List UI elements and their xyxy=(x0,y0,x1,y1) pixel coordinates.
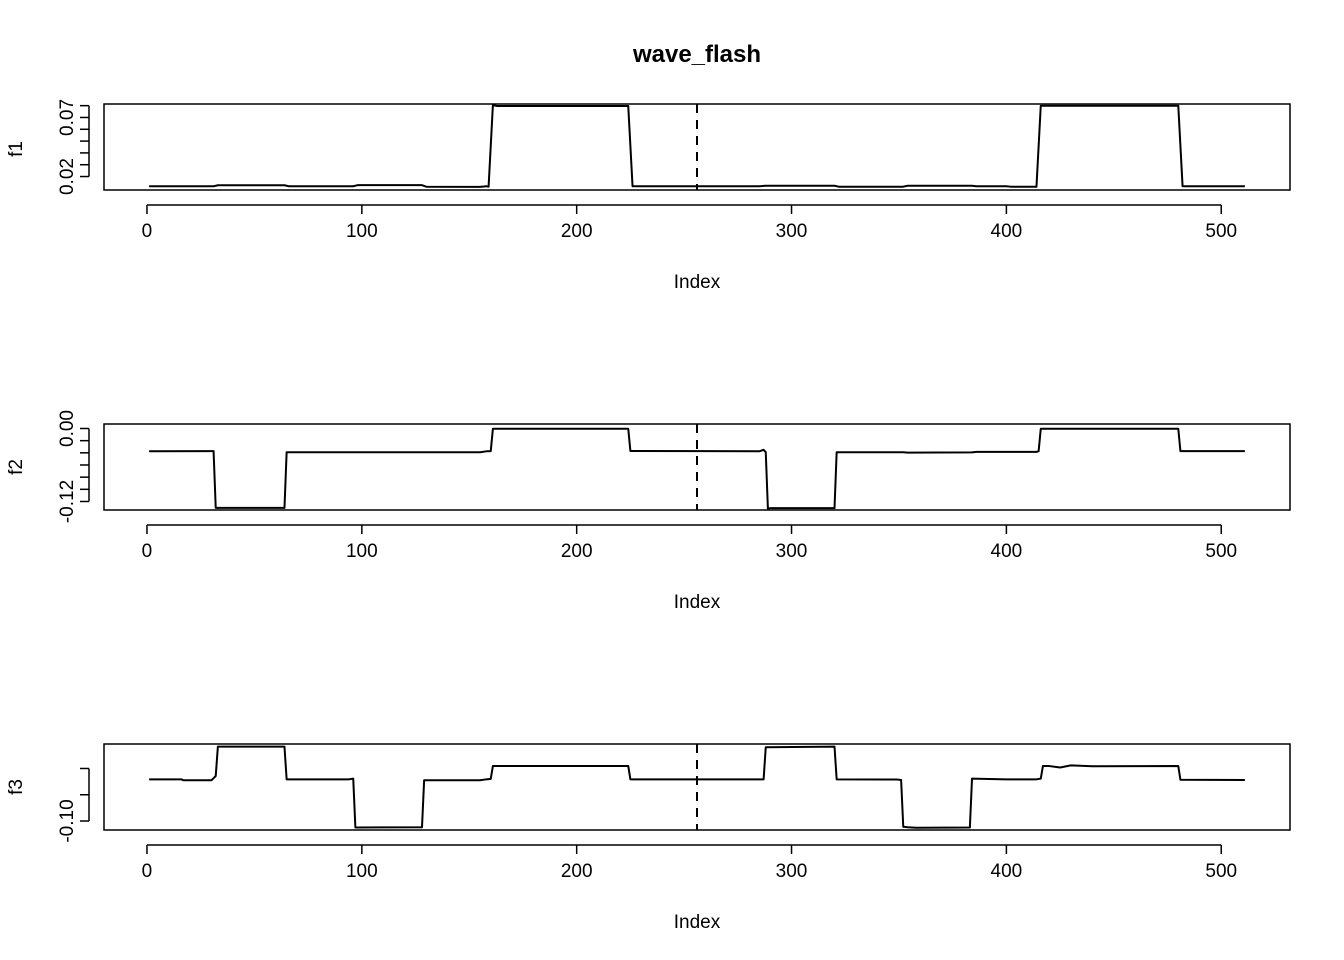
panel-f1: f1 Index 0 100 200 300 400 500 0.02 0.07 xyxy=(6,99,1291,293)
x-tick-label: 100 xyxy=(346,221,378,242)
x-axis-label: Index xyxy=(674,272,721,293)
y-tick-label: 0.00 xyxy=(57,410,78,447)
x-tick-label: 400 xyxy=(991,221,1023,242)
x-axis-label: Index xyxy=(674,592,721,613)
x-tick-label: 300 xyxy=(776,221,808,242)
x-tick-label: 500 xyxy=(1205,221,1237,242)
plot-frame xyxy=(103,103,1291,191)
x-tick-label: 200 xyxy=(561,541,593,562)
x-tick-label: 0 xyxy=(142,541,153,562)
y-axis-label: f3 xyxy=(6,779,27,795)
x-tick-label: 0 xyxy=(142,861,153,882)
x-tick-label: 300 xyxy=(776,541,808,562)
y-tick-label: -0.12 xyxy=(57,480,78,523)
series-line xyxy=(149,427,1245,510)
x-tick-label: 200 xyxy=(561,221,593,242)
x-tick-label: 500 xyxy=(1205,541,1237,562)
panel-f2: f2 Index 0 100 200 300 400 500 -0.12 0.00 xyxy=(6,410,1291,613)
x-tick-label: 500 xyxy=(1205,861,1237,882)
x-tick-label: 200 xyxy=(561,861,593,882)
plot-frame xyxy=(103,743,1291,831)
chart-title: wave_flash xyxy=(632,41,761,68)
y-tick-label: 0.07 xyxy=(57,99,78,136)
x-tick-label: 400 xyxy=(991,541,1023,562)
panel-f3: f3 Index 0 100 200 300 400 500 -0.10 xyxy=(6,743,1291,933)
x-tick-label: 400 xyxy=(991,861,1023,882)
y-axis-label: f2 xyxy=(6,459,27,475)
y-tick-label: -0.10 xyxy=(57,799,78,842)
x-tick-label: 0 xyxy=(142,221,153,242)
x-tick-label: 100 xyxy=(346,541,378,562)
x-axis-label: Index xyxy=(674,912,721,933)
y-axis-label: f1 xyxy=(6,141,27,157)
y-tick-label: 0.02 xyxy=(57,158,78,195)
plot-frame xyxy=(103,423,1291,511)
series-line xyxy=(149,745,1245,829)
series-line xyxy=(149,104,1245,188)
x-tick-label: 100 xyxy=(346,861,378,882)
x-tick-label: 300 xyxy=(776,861,808,882)
